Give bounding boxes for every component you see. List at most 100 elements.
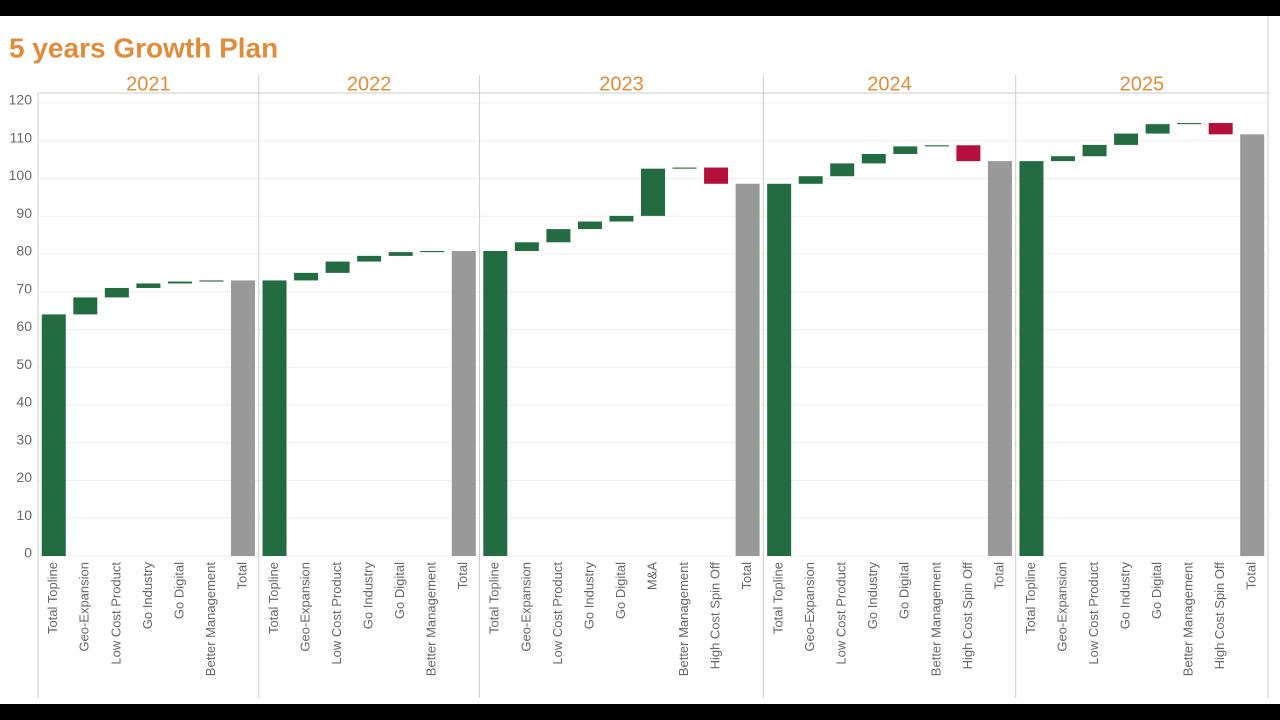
bar	[1019, 161, 1044, 556]
bar	[199, 280, 224, 282]
x-tick-label: Better Management	[928, 562, 943, 677]
y-tick-label: 40	[16, 394, 32, 410]
x-tick-label: Go Industry	[865, 562, 880, 630]
x-tick-label: Go Digital	[613, 562, 628, 619]
bar	[830, 163, 855, 177]
bar	[924, 145, 949, 147]
bar	[514, 242, 539, 251]
x-tick-label: Go Digital	[392, 562, 407, 619]
bar	[609, 215, 634, 222]
y-tick-label: 10	[16, 507, 32, 523]
x-tick-label: Geo-Expansion	[298, 562, 313, 652]
bar	[704, 167, 729, 184]
bar	[262, 280, 287, 556]
bar	[388, 252, 413, 256]
x-tick-label: Total Topline	[45, 562, 60, 634]
x-tick-label: Better Management	[1181, 562, 1196, 677]
x-tick-label: Low Cost Product	[1086, 562, 1101, 665]
bar	[987, 161, 1012, 556]
x-tick-label: Total Topline	[771, 562, 786, 634]
panel-label: 2023	[599, 73, 644, 95]
bar	[672, 167, 697, 169]
bar	[1082, 144, 1107, 157]
bar	[420, 250, 445, 253]
x-tick-label: Better Management	[676, 562, 691, 677]
x-tick-label: M&A	[644, 562, 659, 591]
x-tick-label: High Cost Spin Off	[708, 562, 723, 670]
bar	[893, 146, 918, 154]
bar	[167, 281, 192, 284]
bar	[231, 280, 255, 556]
x-tick-label: Total	[991, 562, 1006, 590]
bar	[798, 176, 823, 184]
bar	[1208, 123, 1233, 135]
bar	[104, 287, 129, 298]
bar	[136, 283, 161, 288]
x-tick-label: Low Cost Product	[108, 562, 123, 665]
y-tick-label: 50	[16, 356, 32, 372]
y-tick-label: 110	[10, 129, 33, 145]
bar	[1145, 124, 1170, 134]
panel-label: 2025	[1120, 73, 1165, 95]
y-tick-label: 120	[9, 92, 33, 108]
x-tick-label: High Cost Spin Off	[1212, 562, 1227, 670]
x-tick-label: Better Management	[203, 562, 218, 677]
x-tick-label: Go Industry	[1118, 562, 1133, 630]
x-tick-label: Go Industry	[140, 562, 155, 630]
x-tick-label: Low Cost Product	[550, 562, 565, 665]
bar	[325, 261, 350, 273]
x-tick-label: Geo-Expansion	[1054, 562, 1069, 652]
bar	[294, 272, 319, 281]
y-tick-label: 60	[16, 318, 32, 334]
bar	[861, 153, 886, 164]
y-tick-label: 30	[16, 431, 32, 447]
x-tick-label: Go Digital	[897, 562, 912, 619]
bar	[577, 221, 602, 230]
bar	[1177, 123, 1202, 125]
x-tick-label: Geo-Expansion	[802, 562, 817, 652]
y-tick-label: 100	[9, 167, 33, 183]
panel-label: 2022	[347, 73, 392, 95]
bar	[1114, 133, 1139, 145]
x-tick-label: Go Digital	[171, 562, 186, 619]
bar	[546, 229, 571, 243]
x-tick-label: Total	[455, 562, 470, 590]
bar	[641, 168, 665, 216]
bar	[1240, 134, 1265, 556]
y-tick-label: 20	[16, 469, 32, 485]
x-tick-label: Go Industry	[361, 562, 376, 630]
x-tick-label: Better Management	[424, 562, 439, 677]
x-tick-label: High Cost Spin Off	[960, 562, 975, 670]
panel-label: 2021	[126, 73, 171, 95]
x-tick-label: Geo-Expansion	[77, 562, 92, 652]
bar	[357, 255, 382, 262]
bar	[767, 183, 792, 556]
chart-title: 5 years Growth Plan	[9, 32, 278, 63]
x-tick-label: Total Topline	[487, 562, 502, 634]
x-tick-label: Total	[234, 562, 249, 590]
x-tick-label: Low Cost Product	[329, 562, 344, 665]
bar	[1051, 156, 1075, 162]
bar	[956, 145, 981, 162]
top-bar	[0, 0, 1280, 16]
x-tick-label: Total Topline	[1023, 562, 1038, 634]
y-tick-label: 0	[24, 545, 32, 561]
x-tick-label: Total Topline	[266, 562, 281, 634]
x-tick-label: Go Digital	[1149, 562, 1164, 619]
bar	[451, 250, 476, 557]
y-tick-label: 80	[16, 243, 32, 259]
bar	[73, 297, 98, 315]
x-tick-label: Go Industry	[581, 562, 596, 630]
y-tick-label: 90	[16, 205, 32, 221]
bar	[41, 314, 66, 556]
x-tick-label: Low Cost Product	[834, 562, 849, 665]
x-tick-label: Geo-Expansion	[518, 562, 533, 652]
bar	[735, 183, 760, 556]
bottom-bar	[0, 704, 1280, 720]
y-tick-label: 70	[16, 280, 32, 296]
bar	[483, 250, 508, 557]
x-tick-label: Total	[739, 562, 754, 590]
panel-label: 2024	[867, 73, 912, 95]
